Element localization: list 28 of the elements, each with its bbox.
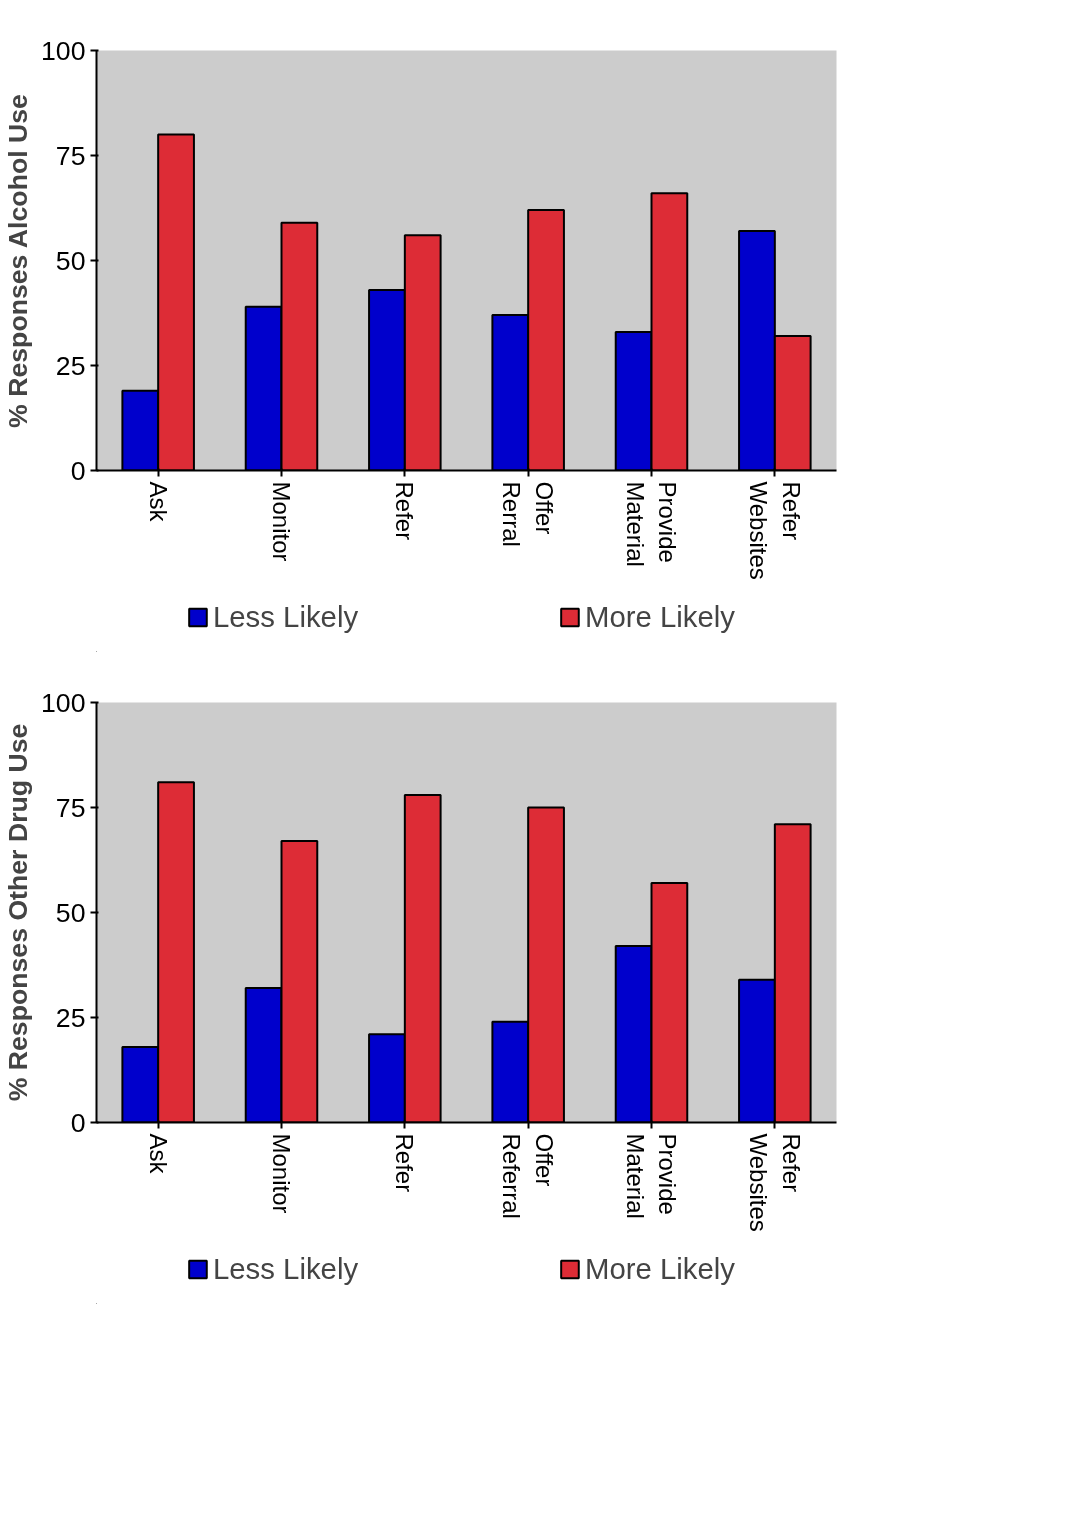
y-tick-label: 100 [41, 687, 86, 718]
x-tick-label: Offer Rerral [498, 481, 558, 547]
y-tick-label: 50 [55, 245, 86, 276]
legend-label: More Likely [585, 1252, 736, 1286]
y-axis-title: % Responses Alcohol Use [3, 94, 34, 428]
x-tick-label: Monitor [268, 1133, 295, 1214]
x-tick-label: Provide Material [621, 1133, 682, 1219]
x-tick-label: Monitor [268, 481, 295, 562]
y-tick-label: 0 [70, 455, 86, 486]
x-tick-label: Refer Websites [745, 481, 805, 580]
legend-label: More Likely [585, 600, 736, 634]
y-tick-label: 100 [41, 35, 86, 66]
x-tick-label: Provide Material [621, 481, 682, 567]
x-tick-label: Refer [391, 481, 419, 541]
legend-label: Less Likely [212, 1252, 359, 1286]
y-tick-label: 25 [55, 1002, 86, 1033]
legend-label: Less Likely [212, 600, 359, 634]
y-axis-title: % Responses Other Drug Use [3, 723, 34, 1102]
x-tick-label: Offer Referral [498, 1133, 558, 1219]
y-tick-label: 50 [55, 897, 86, 928]
x-tick-label: Ask [144, 1133, 172, 1175]
x-tick-label: Refer [391, 1133, 419, 1193]
y-tick-label: 25 [55, 350, 86, 381]
y-tick-label: 75 [55, 140, 86, 171]
y-tick-label: 75 [55, 792, 86, 823]
x-tick-label: Ask [144, 481, 172, 523]
y-tick-label: 0 [70, 1107, 86, 1138]
x-tick-label: Refer Websites [745, 1133, 805, 1232]
